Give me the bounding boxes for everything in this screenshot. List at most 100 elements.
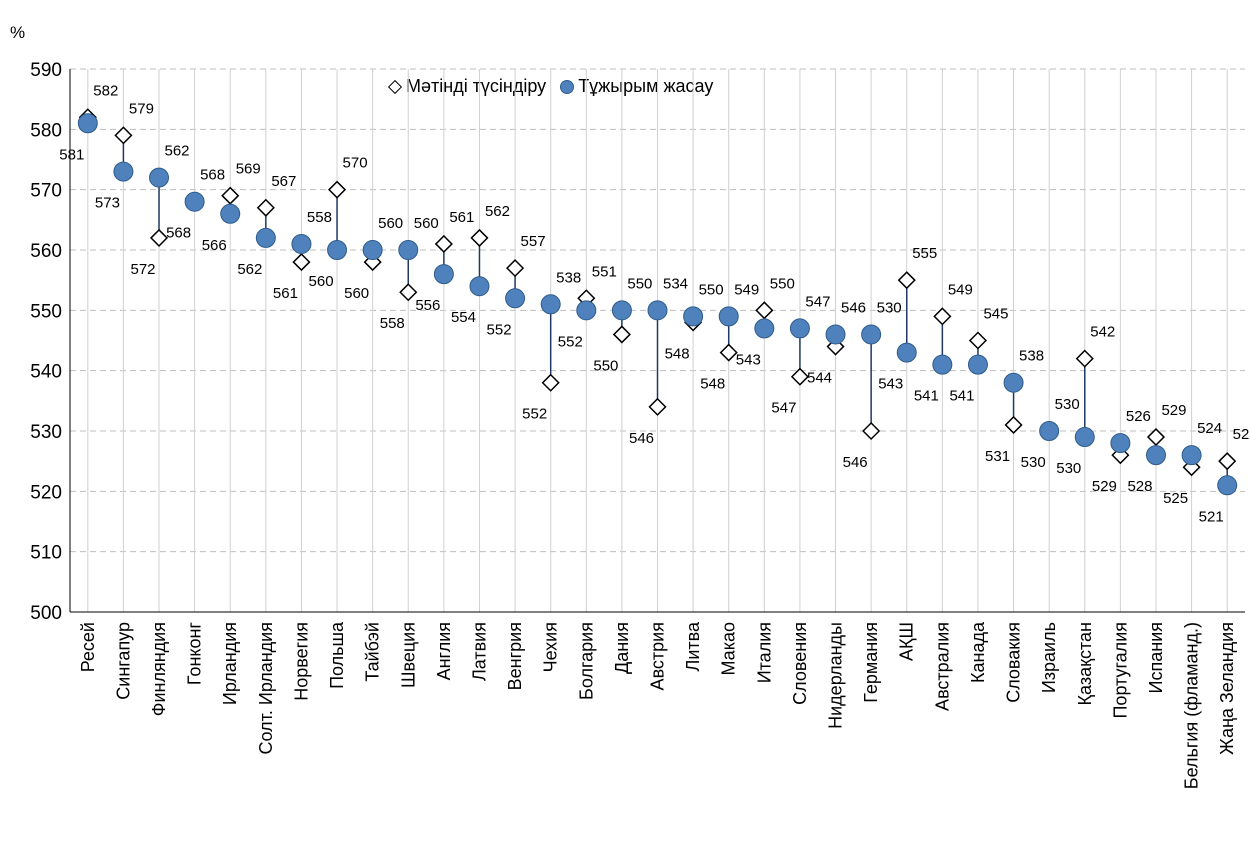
- diamond-data-label: 568: [200, 167, 225, 184]
- diamond-data-label: 562: [164, 143, 189, 160]
- circle-data-label: 544: [807, 370, 832, 387]
- diamond-data-label: 550: [699, 281, 724, 298]
- diamond-data-label: 582: [93, 82, 118, 99]
- circle-point: [291, 233, 312, 254]
- diamond-point: [1004, 415, 1023, 435]
- diamond-point: [149, 228, 169, 247]
- circle-point: [505, 288, 526, 309]
- diamond-data-label: 567: [271, 173, 296, 190]
- circle-point: [576, 300, 597, 321]
- x-tick-label: Сингапур: [113, 622, 133, 700]
- circle-point: [861, 324, 882, 345]
- circle-point: [255, 227, 276, 248]
- diamond-data-label: 550: [627, 275, 652, 292]
- circle-data-label: 581: [59, 146, 84, 163]
- diamond-point: [506, 259, 525, 278]
- circle-data-label: 552: [522, 406, 547, 423]
- y-tick-label: 500: [30, 603, 62, 624]
- diamond-point: [114, 126, 133, 145]
- diamond-data-label: 550: [770, 275, 795, 292]
- x-tick-label: АҚШ: [897, 622, 917, 661]
- diamond-data-label: 526: [1126, 408, 1151, 425]
- circle-point: [647, 300, 668, 321]
- circle-point: [754, 318, 775, 339]
- circle-point: [1039, 421, 1060, 441]
- circle-point: [1003, 372, 1024, 393]
- circle-point: [77, 113, 98, 134]
- diamond-data-label: 549: [734, 281, 759, 298]
- x-tick-label: Литва: [683, 621, 703, 671]
- circle-marker-icon: [560, 79, 575, 94]
- diamond-data-label: 551: [592, 263, 617, 280]
- diamond-data-label: 526: [1233, 426, 1250, 443]
- circle-data-label: 573: [95, 195, 120, 212]
- diamond-point: [1218, 452, 1237, 471]
- circle-data-label: 530: [1056, 460, 1081, 477]
- data-marks: [77, 108, 1238, 496]
- circle-point: [327, 240, 348, 260]
- circle-point: [149, 167, 170, 188]
- circle-point: [718, 306, 739, 327]
- x-tick-label: Солт. Ирландия: [256, 622, 276, 754]
- diamond-data-label: 555: [912, 245, 937, 262]
- circle-data-label: 566: [202, 237, 227, 254]
- x-tick-label: Болгария: [576, 622, 596, 700]
- diamond-data-label: 579: [129, 100, 154, 117]
- x-tick-label: Испания: [1146, 622, 1166, 693]
- circle-data-label: 568: [166, 225, 191, 242]
- circle-data-label: 541: [949, 388, 974, 405]
- diamond-data-label: 546: [841, 299, 866, 316]
- diamond-point: [1146, 427, 1166, 447]
- diamond-data-label: 538: [556, 269, 581, 286]
- y-tick-label: 530: [30, 422, 62, 443]
- x-tick-label: Чехия: [541, 622, 561, 672]
- circle-data-label: 552: [558, 333, 583, 350]
- diamond-point: [434, 234, 453, 254]
- diamond-data-label: 560: [414, 215, 439, 232]
- diamond-point: [933, 307, 952, 326]
- circle-point: [1074, 427, 1095, 448]
- y-tick-label: 590: [30, 60, 62, 81]
- diamond-point: [719, 343, 738, 362]
- circle-data-label: 541: [914, 388, 939, 405]
- circle-data-label: 556: [415, 297, 440, 314]
- circle-point: [113, 161, 134, 182]
- circle-data-label: 543: [736, 351, 761, 368]
- circle-data-label: 521: [1199, 508, 1224, 525]
- chart-legend: Мәтінді түсіндіру Тұжырым жасау: [387, 76, 713, 97]
- x-tick-label: Польша: [327, 621, 347, 689]
- diamond-point: [470, 228, 489, 247]
- circle-data-label: 525: [1163, 490, 1188, 507]
- circle-data-label: 547: [771, 400, 796, 417]
- x-tick-label: Қазақстан: [1075, 622, 1095, 705]
- unit-label: %: [10, 23, 25, 42]
- circle-data-label: 531: [985, 448, 1010, 465]
- x-tick-label: Тайбэй: [363, 622, 383, 682]
- diamond-point: [862, 421, 881, 441]
- circle-data-label: 572: [130, 261, 155, 278]
- y-tick-label: 510: [30, 543, 62, 564]
- diamond-point: [897, 271, 916, 290]
- x-tick-label: Макао: [719, 622, 739, 676]
- circle-data-label: 546: [843, 454, 868, 471]
- diamond-point: [1075, 349, 1094, 368]
- x-tick-label: Италия: [754, 622, 774, 683]
- diamond-point: [968, 331, 988, 350]
- circle-data-label: 546: [629, 430, 654, 447]
- diamond-data-label: 538: [1019, 348, 1044, 365]
- diamond-data-label: 542: [1090, 324, 1115, 341]
- circle-point: [789, 318, 810, 339]
- circle-data-label: 560: [344, 285, 369, 302]
- legend-label-diamond: Мәтінді түсіндіру: [406, 76, 547, 96]
- diamond-point: [826, 337, 845, 356]
- x-tick-label: Бельгия (фламанд.): [1182, 622, 1202, 789]
- circle-data-label: 560: [309, 273, 334, 290]
- circle-point: [184, 191, 205, 212]
- diamond-point: [221, 186, 240, 205]
- x-tick-label: Германия: [861, 622, 881, 703]
- circle-data-label: 530: [1021, 454, 1046, 471]
- data-labels: 582 581 579 573 562 572 568 568 569 566 567 562 558 5…: [59, 82, 1250, 525]
- x-tick-label: Нидерланды: [826, 622, 846, 729]
- circle-point: [1217, 475, 1238, 496]
